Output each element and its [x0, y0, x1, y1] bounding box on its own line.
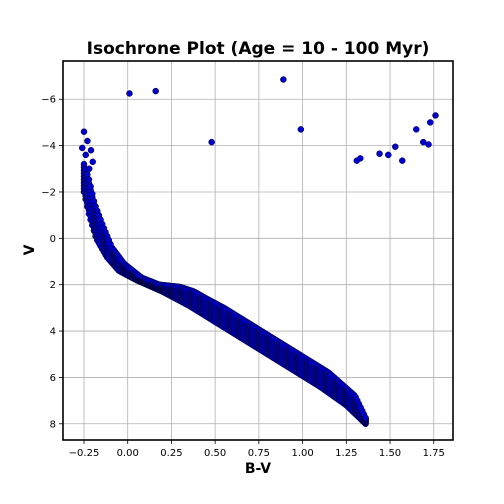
- data-point: [126, 90, 132, 96]
- data-point: [91, 198, 97, 204]
- data-point: [81, 129, 87, 135]
- data-point: [413, 126, 419, 132]
- x-tick-label: −0.25: [69, 448, 100, 459]
- data-point: [399, 158, 405, 164]
- x-tick-label: 0.25: [160, 448, 182, 459]
- data-point: [89, 191, 95, 197]
- y-tick-label: 8: [50, 419, 56, 430]
- data-point: [392, 144, 398, 150]
- data-point: [385, 152, 391, 158]
- data-point: [377, 151, 383, 157]
- y-tick-label: −2: [41, 187, 56, 198]
- data-point: [298, 126, 304, 132]
- data-point: [363, 415, 369, 421]
- data-point: [427, 119, 433, 125]
- data-point: [86, 177, 92, 183]
- y-tick-label: −6: [41, 95, 56, 106]
- data-point: [84, 138, 90, 144]
- data-point: [357, 155, 363, 161]
- x-tick-label: 1.00: [291, 448, 313, 459]
- y-axis-label: V: [22, 244, 38, 255]
- data-point: [88, 147, 94, 153]
- x-tick-label: 1.75: [423, 448, 445, 459]
- x-axis-label: B-V: [245, 461, 271, 477]
- data-point: [90, 159, 96, 165]
- data-point: [79, 145, 85, 151]
- data-point: [86, 166, 92, 172]
- x-tick-label: 0.75: [248, 448, 270, 459]
- x-tick-label: 0.50: [204, 448, 226, 459]
- y-tick-label: 4: [50, 327, 56, 338]
- chart-title: Isochrone Plot (Age = 10 - 100 Myr): [87, 39, 430, 59]
- y-tick-label: 0: [50, 234, 56, 245]
- data-point: [153, 88, 159, 94]
- y-tick-label: 2: [50, 280, 56, 291]
- data-point: [209, 139, 215, 145]
- x-tick-label: 1.25: [335, 448, 357, 459]
- data-point: [433, 112, 439, 118]
- x-tick-label: 1.50: [379, 448, 401, 459]
- y-tick-label: 6: [50, 373, 56, 384]
- x-tick-label: 0.00: [117, 448, 139, 459]
- data-point: [88, 183, 94, 189]
- data-point: [83, 152, 89, 158]
- data-point: [280, 77, 286, 83]
- y-tick-label: −4: [41, 141, 56, 152]
- data-point: [426, 141, 432, 147]
